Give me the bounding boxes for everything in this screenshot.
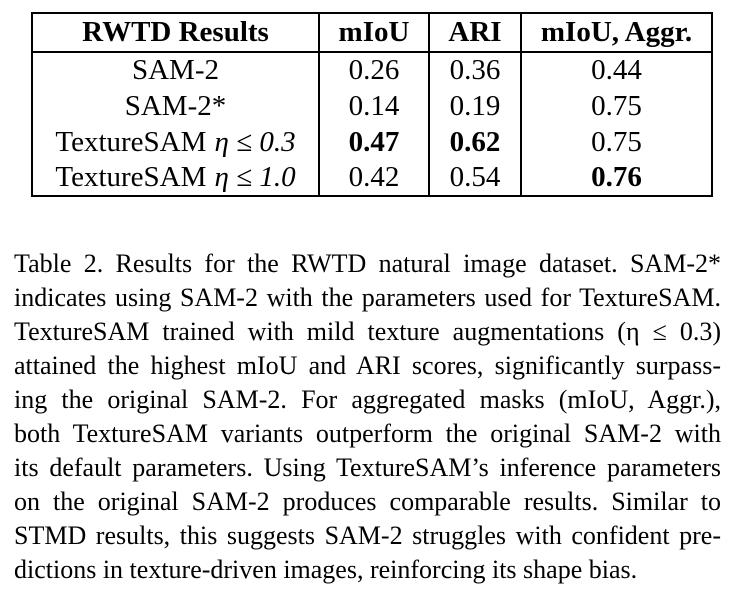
- cell-ari: 0.36: [428, 52, 521, 88]
- cell-miou: 0.42: [318, 160, 429, 196]
- table-header-row: RWTD Results mIoU ARI mIoU, Aggr.: [32, 13, 712, 53]
- row-label-text: SAM-2: [131, 54, 219, 86]
- caption-line: attained the highest mIoU and ARI scores…: [14, 351, 721, 380]
- caption-line: both TextureSAM variants outperform the …: [14, 419, 721, 448]
- table-row-sam2: SAM-2 0.26 0.36 0.44: [32, 52, 712, 88]
- table-caption: Table 2. Results for the RWTD natural im…: [14, 247, 721, 587]
- caption-line: on the original SAM-2 produces comparabl…: [14, 487, 721, 516]
- row-label: SAM-2*: [32, 88, 319, 124]
- cell-miou: 0.26: [318, 52, 429, 88]
- caption-line: Table 2. Results for the RWTD natural im…: [14, 249, 721, 278]
- row-label-math: η ≤ 0.3: [214, 125, 296, 158]
- cell-miou: 0.47: [318, 124, 429, 160]
- row-label: TextureSAM η ≤ 1.0: [32, 160, 319, 196]
- caption-line: its default parameters. Using TextureSAM…: [14, 453, 721, 482]
- cell-ari: 0.54: [428, 160, 521, 196]
- row-label-math: η ≤ 1.0: [214, 161, 296, 193]
- table-row-texturesam-10: TextureSAM η ≤ 1.0 0.42 0.54 0.76: [32, 160, 712, 196]
- caption-line: indicates using SAM-2 with the parameter…: [14, 283, 721, 312]
- results-table: RWTD Results mIoU ARI mIoU, Aggr. SAM-2 …: [31, 12, 713, 197]
- cell-miou-aggr: 0.75: [520, 124, 712, 160]
- header-ari: ARI: [428, 13, 521, 53]
- cell-ari: 0.19: [428, 88, 521, 124]
- header-rwtd-results: RWTD Results: [32, 13, 319, 53]
- row-label-text: SAM-2*: [124, 89, 227, 122]
- caption-line: STMD results, this suggests SAM-2 strugg…: [14, 521, 721, 550]
- row-label-text: TextureSAM: [55, 161, 207, 193]
- cell-ari: 0.62: [428, 124, 521, 160]
- table-row-sam2-star: SAM-2* 0.14 0.19 0.75: [32, 88, 712, 124]
- table-row-texturesam-03: TextureSAM η ≤ 0.3 0.47 0.62 0.75: [32, 124, 712, 160]
- cell-miou-aggr: 0.44: [520, 52, 712, 88]
- cell-miou-aggr: 0.76: [520, 160, 712, 196]
- header-miou: mIoU: [318, 13, 429, 53]
- caption-line: dictions in texture-driven images, reinf…: [14, 555, 638, 584]
- row-label: TextureSAM η ≤ 0.3: [32, 124, 319, 160]
- caption-line: TextureSAM trained with mild texture aug…: [14, 317, 721, 346]
- header-miou-aggr: mIoU, Aggr.: [520, 13, 712, 53]
- caption-line: ing the original SAM-2. For aggregated m…: [14, 385, 721, 414]
- cell-miou-aggr: 0.75: [520, 88, 712, 124]
- cell-miou: 0.14: [318, 88, 429, 124]
- row-label-text: TextureSAM: [55, 125, 207, 158]
- row-label: SAM-2: [32, 52, 319, 88]
